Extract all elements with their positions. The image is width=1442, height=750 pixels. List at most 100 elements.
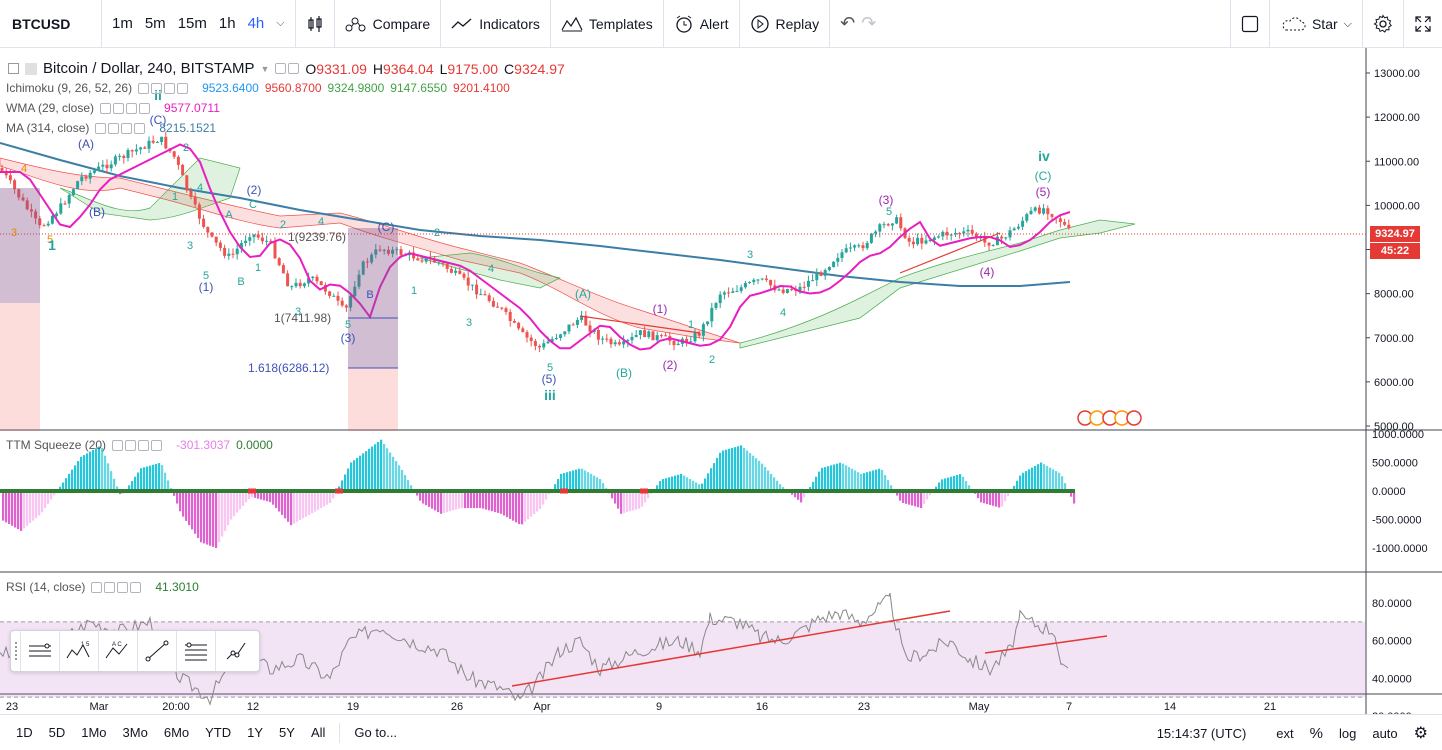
- settings-icon[interactable]: [125, 439, 137, 451]
- range-all[interactable]: All: [310, 725, 326, 740]
- eye-icon[interactable]: [100, 102, 112, 114]
- chevron-down-icon[interactable]: ▼: [260, 63, 270, 74]
- ttm-bar: [725, 449, 728, 491]
- settings-icon[interactable]: [104, 581, 116, 593]
- settings-icon[interactable]: [113, 102, 125, 114]
- settings-icon[interactable]: [151, 82, 163, 94]
- symbol-search[interactable]: BTCUSD: [0, 0, 102, 48]
- expand-button[interactable]: [1403, 0, 1442, 48]
- interval-1m[interactable]: 1m: [112, 14, 133, 32]
- ttm-bar: [755, 458, 758, 491]
- chart-style-button[interactable]: [296, 0, 335, 48]
- range-6mo[interactable]: 6Mo: [163, 725, 190, 740]
- close-icon[interactable]: [139, 102, 151, 114]
- close-icon[interactable]: [177, 82, 189, 94]
- indicators-button[interactable]: Indicators: [441, 0, 551, 48]
- wma-legend[interactable]: WMA (29, close) 9577.0711: [6, 101, 220, 115]
- ttm-bar: [482, 491, 485, 509]
- ttm-bar: [764, 467, 767, 491]
- abc-wave-tool[interactable]: A C: [99, 631, 138, 671]
- settings-icon[interactable]: [288, 63, 300, 74]
- templates-button[interactable]: Templates: [551, 0, 664, 48]
- ttm-bar: [797, 491, 800, 500]
- path-tool[interactable]: [216, 631, 255, 671]
- undo-icon[interactable]: ↶: [840, 13, 856, 33]
- collapse-icon[interactable]: [8, 63, 19, 74]
- log-toggle[interactable]: log: [1338, 725, 1357, 741]
- eye-icon[interactable]: [91, 581, 103, 593]
- clock-time[interactable]: 15:14:37 (UTC): [1156, 725, 1247, 741]
- fib-tool[interactable]: [177, 631, 216, 671]
- interval-4h[interactable]: 4h: [247, 14, 265, 32]
- candle-body: [563, 331, 567, 335]
- ext-toggle[interactable]: ext: [1276, 725, 1294, 741]
- horizontal-lines-tool[interactable]: [21, 631, 60, 671]
- interval-15m[interactable]: 15m: [177, 14, 207, 32]
- range-ytd[interactable]: YTD: [205, 725, 232, 740]
- price-axis-label: 5000.00: [1374, 421, 1414, 433]
- candle-body: [685, 338, 689, 342]
- alert-label: Alert: [699, 15, 729, 32]
- eye-icon[interactable]: [95, 122, 107, 134]
- abc-wave-icon: A C: [105, 642, 128, 659]
- ttm-bar: [986, 491, 989, 505]
- redo-icon[interactable]: ↷: [861, 13, 877, 33]
- compare-button[interactable]: Compare: [335, 0, 442, 48]
- alert-button[interactable]: Alert: [664, 0, 740, 48]
- eye-icon[interactable]: [112, 439, 124, 451]
- price-axis-label: 11000.00: [1374, 156, 1419, 168]
- source-icon[interactable]: [138, 439, 150, 451]
- gear-icon[interactable]: ⚙: [1413, 725, 1428, 742]
- cloud-icon: [1282, 17, 1306, 31]
- square-icon: [1241, 15, 1259, 33]
- range-1mo[interactable]: 1Mo: [81, 725, 107, 740]
- source-icon[interactable]: [121, 122, 133, 134]
- close-icon[interactable]: [151, 439, 163, 451]
- goto-button[interactable]: Go to...: [354, 725, 398, 740]
- replay-button[interactable]: Replay: [740, 0, 831, 48]
- percent-toggle[interactable]: %: [1309, 724, 1323, 742]
- chart-area[interactable]: 13000.0012000.0011000.0010000.009000.008…: [0, 48, 1442, 718]
- candle-body: [374, 249, 378, 255]
- ttm-bar: [38, 491, 41, 516]
- settings-icon[interactable]: [108, 122, 120, 134]
- trend-line-tool[interactable]: [138, 631, 177, 671]
- candle-body: [932, 237, 936, 240]
- close-icon[interactable]: [134, 122, 146, 134]
- range-5y[interactable]: 5Y: [279, 725, 295, 740]
- star-button[interactable]: Star ⌵: [1268, 0, 1362, 48]
- settings-button[interactable]: [1362, 0, 1403, 48]
- auto-toggle[interactable]: auto: [1372, 725, 1398, 741]
- eye-icon[interactable]: [275, 63, 287, 74]
- interval-1h[interactable]: 1h: [218, 14, 236, 32]
- wave-label: ii: [154, 87, 162, 103]
- ttm-bar: [920, 491, 923, 509]
- ttm-bar: [371, 446, 374, 491]
- drag-handle[interactable]: [11, 631, 21, 671]
- range-1d[interactable]: 1D: [16, 725, 33, 740]
- rsi-legend[interactable]: RSI (14, close) 41.3010: [6, 580, 199, 594]
- chart-canvas[interactable]: 13000.0012000.0011000.0010000.009000.008…: [0, 48, 1442, 714]
- ichimoku-legend[interactable]: Ichimoku (9, 26, 52, 26) 9523.6400 9560.…: [6, 81, 510, 95]
- range-1y[interactable]: 1Y: [247, 725, 264, 740]
- interval-5m[interactable]: 5m: [144, 14, 166, 32]
- eye-icon[interactable]: [138, 82, 150, 94]
- bitcoin-logo-icon: [25, 62, 37, 75]
- source-icon[interactable]: [117, 581, 129, 593]
- elliott-wave-tool[interactable]: 1 5: [60, 631, 99, 671]
- chevron-down-icon[interactable]: ⌵: [276, 17, 285, 29]
- candle-body: [727, 292, 731, 294]
- close-icon[interactable]: [130, 581, 142, 593]
- candle-body: [361, 261, 365, 275]
- ttm-bar: [386, 448, 389, 491]
- range-5d[interactable]: 5D: [48, 725, 66, 740]
- source-icon[interactable]: [164, 82, 176, 94]
- ma-legend[interactable]: MA (314, close) 8215.1521: [6, 121, 216, 135]
- ma-name: MA (314, close): [6, 121, 90, 135]
- fullscreen-toggle[interactable]: [1229, 0, 1269, 48]
- range-3mo[interactable]: 3Mo: [122, 725, 148, 740]
- ttm-bar: [155, 463, 158, 491]
- source-icon[interactable]: [126, 102, 138, 114]
- candle-body: [420, 260, 424, 262]
- ttm-legend[interactable]: TTM Squeeze (20) -301.3037 0.0000: [6, 438, 273, 452]
